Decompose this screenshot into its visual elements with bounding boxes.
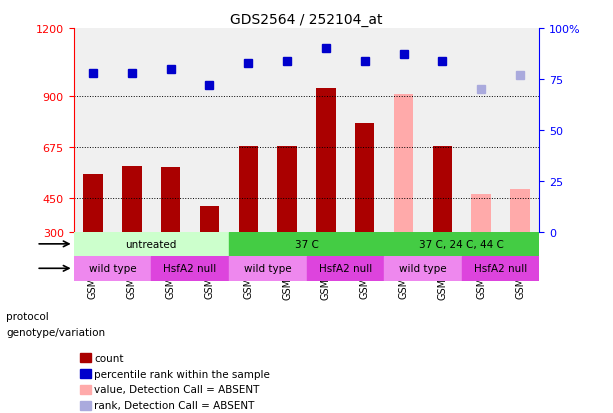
Text: 37 C: 37 C — [295, 239, 318, 249]
Bar — [462, 256, 539, 281]
Bar — [229, 256, 306, 281]
Bar — [74, 232, 229, 256]
Bar — [238, 146, 258, 232]
Bar — [83, 175, 103, 232]
Bar — [433, 146, 452, 232]
Bar — [384, 256, 462, 281]
Text: untreated: untreated — [126, 239, 177, 249]
Bar — [316, 89, 336, 232]
Text: value, Detection Call = ABSENT: value, Detection Call = ABSENT — [94, 385, 260, 394]
Text: wild type: wild type — [88, 263, 136, 274]
Bar — [122, 166, 142, 232]
Text: 37 C, 24 C, 44 C: 37 C, 24 C, 44 C — [419, 239, 504, 249]
Text: wild type: wild type — [399, 263, 447, 274]
Text: genotype/variation: genotype/variation — [6, 328, 105, 337]
Bar — [394, 95, 413, 232]
Bar — [306, 256, 384, 281]
Bar — [355, 124, 375, 232]
Bar — [278, 146, 297, 232]
Text: wild type: wild type — [244, 263, 292, 274]
Text: HsfA2 null: HsfA2 null — [319, 263, 372, 274]
Text: count: count — [94, 353, 124, 363]
Bar — [161, 168, 180, 232]
Text: HsfA2 null: HsfA2 null — [164, 263, 216, 274]
Bar — [74, 256, 151, 281]
Bar — [229, 232, 384, 256]
Bar — [510, 189, 530, 232]
Bar — [471, 195, 491, 232]
Text: HsfA2 null: HsfA2 null — [474, 263, 527, 274]
Text: protocol: protocol — [6, 311, 49, 321]
Title: GDS2564 / 252104_at: GDS2564 / 252104_at — [230, 12, 383, 26]
Bar — [384, 232, 539, 256]
Bar — [151, 256, 229, 281]
Text: percentile rank within the sample: percentile rank within the sample — [94, 369, 270, 379]
Bar — [200, 206, 219, 232]
Text: rank, Detection Call = ABSENT: rank, Detection Call = ABSENT — [94, 400, 255, 410]
